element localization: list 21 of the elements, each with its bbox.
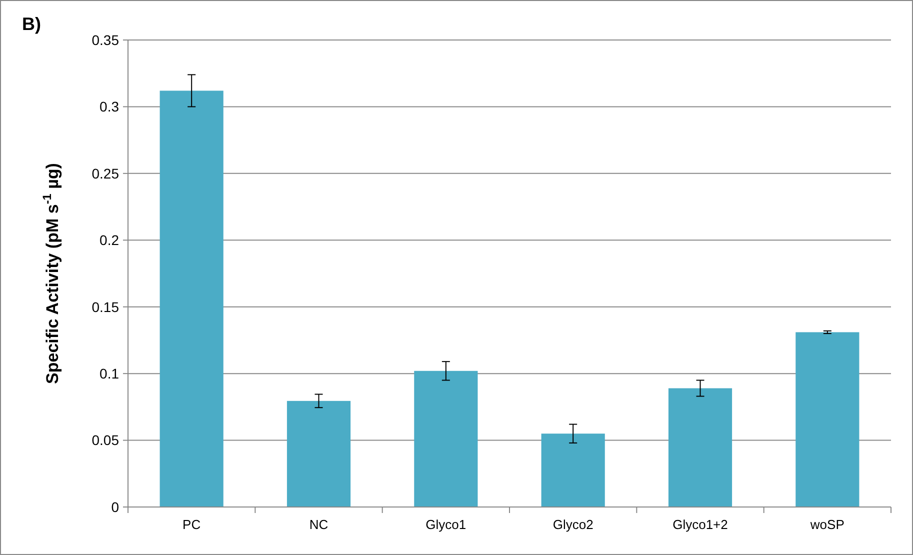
y-tick-label: 0.05 [92,432,120,448]
y-tick-label: 0.2 [100,232,120,248]
x-tick-label: PC [182,517,201,532]
y-tick-label: 0.25 [92,165,120,182]
x-tick-label: Glyco2 [552,517,594,532]
x-tick-label: NC [309,517,328,532]
chart-title: B) [22,14,41,34]
bar [541,434,605,507]
y-tick-label: 0.3 [100,98,120,115]
bar [286,400,351,507]
x-tick-label: woSP [809,517,844,532]
bar [414,370,478,507]
x-tick-label: Glyco1 [426,517,466,532]
y-tick-label: 0.15 [92,298,120,315]
bar [668,388,732,507]
y-tick-label: 0 [111,498,120,515]
y-tick-label: 0.1 [100,365,120,382]
x-tick-label: Glyco1+2 [672,517,728,532]
bar [160,90,224,507]
bar [796,332,860,507]
y-tick-label: 0.35 [92,32,120,48]
